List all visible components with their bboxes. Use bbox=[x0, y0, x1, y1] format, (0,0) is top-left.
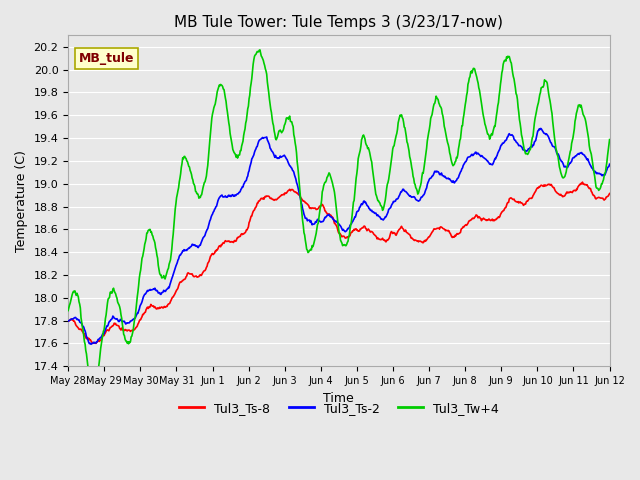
Title: MB Tule Tower: Tule Temps 3 (3/23/17-now): MB Tule Tower: Tule Temps 3 (3/23/17-now… bbox=[174, 15, 503, 30]
X-axis label: Time: Time bbox=[323, 392, 354, 405]
Text: MB_tule: MB_tule bbox=[79, 52, 134, 65]
Y-axis label: Temperature (C): Temperature (C) bbox=[15, 150, 28, 252]
Legend: Tul3_Ts-8, Tul3_Ts-2, Tul3_Tw+4: Tul3_Ts-8, Tul3_Ts-2, Tul3_Tw+4 bbox=[174, 396, 504, 420]
